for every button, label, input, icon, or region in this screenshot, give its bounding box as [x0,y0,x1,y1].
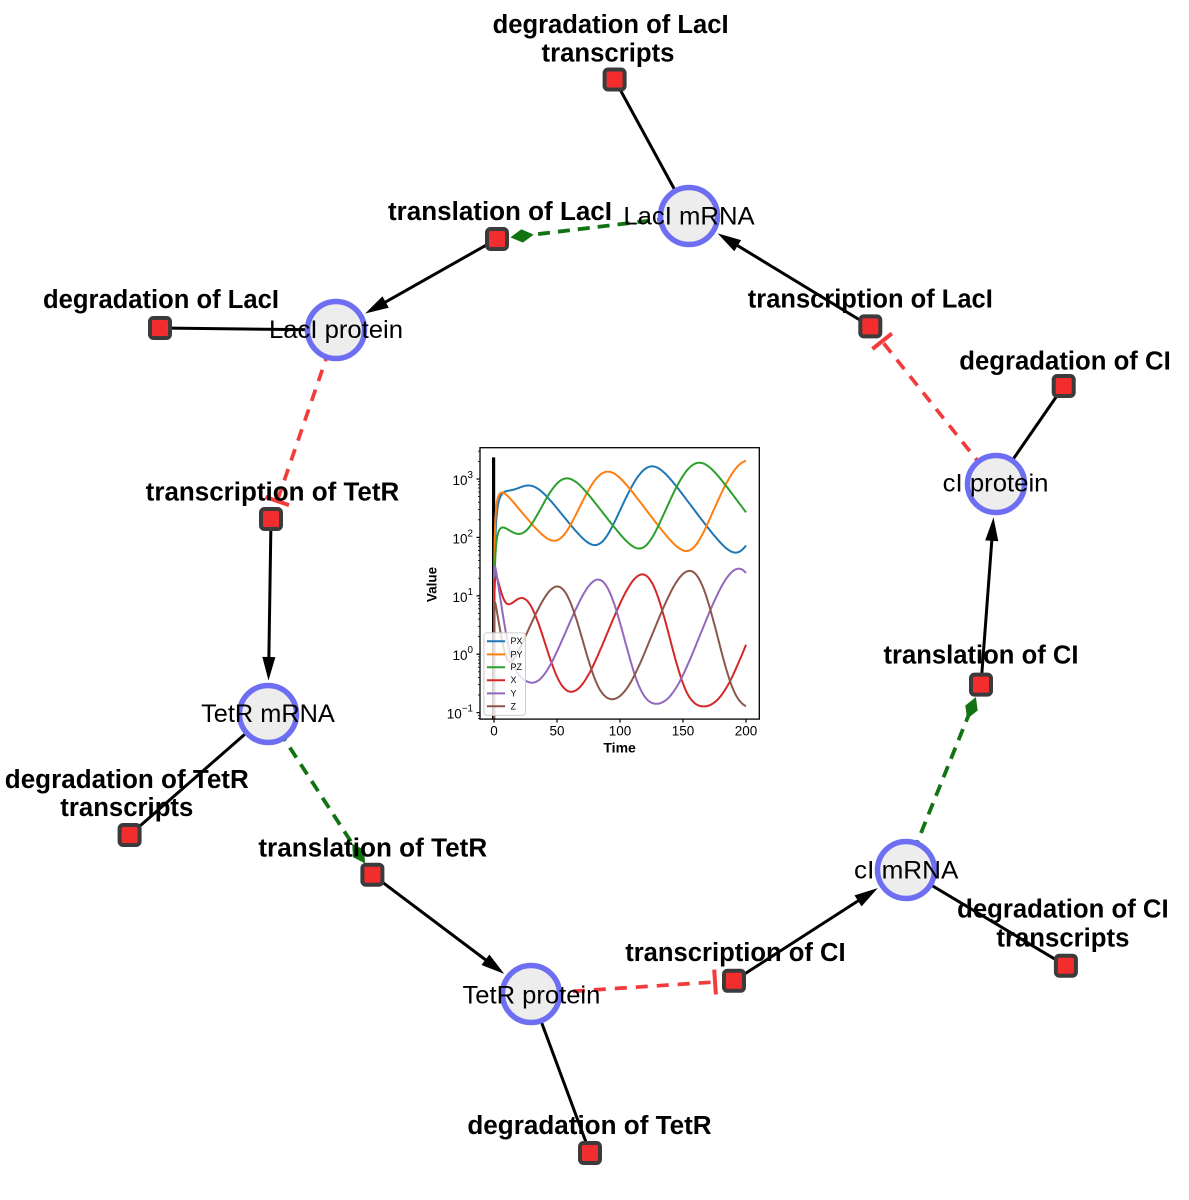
svg-text:TetR protein: TetR protein [463,982,601,1010]
svg-text:degradation of CI: degradation of CI [957,896,1169,924]
svg-text:degradation of CI: degradation of CI [959,348,1171,376]
svg-text:transcripts: transcripts [996,924,1129,952]
svg-text:150: 150 [672,723,695,738]
svg-text:transcripts: transcripts [60,794,193,822]
svg-text:translation of LacI: translation of LacI [388,198,612,226]
svg-text:transcription of TetR: transcription of TetR [146,478,400,506]
svg-text:0: 0 [490,723,498,738]
svg-text:50: 50 [549,723,564,738]
svg-text:200: 200 [735,723,758,738]
svg-text:degradation of LacI: degradation of LacI [493,11,729,39]
svg-text:PZ: PZ [511,662,523,672]
svg-text:degradation of LacI: degradation of LacI [43,286,279,314]
svg-text:LacI mRNA: LacI mRNA [623,203,755,231]
svg-text:Z: Z [511,701,517,711]
svg-text:TetR mRNA: TetR mRNA [201,700,335,728]
svg-text:X: X [511,675,517,685]
svg-text:translation of TetR: translation of TetR [258,834,487,862]
svg-text:Value: Value [425,566,440,602]
svg-text:degradation of TetR: degradation of TetR [5,766,249,794]
svg-text:Time: Time [603,740,636,756]
svg-text:cI mRNA: cI mRNA [854,857,959,885]
svg-text:PY: PY [511,649,523,659]
svg-text:transcription of CI: transcription of CI [625,939,845,967]
svg-text:transcription of LacI: transcription of LacI [748,285,993,313]
svg-text:Y: Y [511,688,517,698]
svg-text:100: 100 [609,723,632,738]
svg-text:translation of CI: translation of CI [884,641,1079,669]
svg-text:degradation of TetR: degradation of TetR [467,1112,711,1140]
svg-text:PX: PX [511,636,523,646]
svg-text:LacI protein: LacI protein [269,316,403,344]
svg-text:cI protein: cI protein [943,469,1049,497]
svg-text:transcripts: transcripts [542,40,675,68]
